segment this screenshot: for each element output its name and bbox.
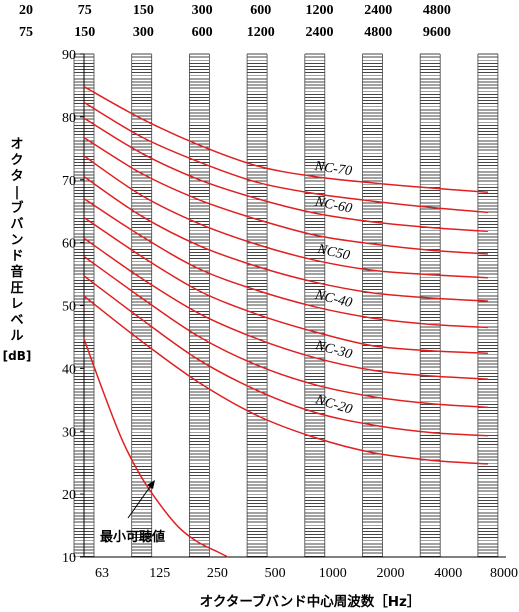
band-edge-top-label: 150 (133, 3, 154, 18)
band-edge-bottom-label: 150 (74, 25, 95, 40)
y-tick-label: 80 (62, 111, 76, 126)
y-axis-label-text: オクタ|ブバンド音圧レベル (10, 137, 23, 344)
band-edge-bottom-label: 4800 (364, 25, 392, 40)
band-column (188, 53, 210, 557)
threshold-curve-line (83, 338, 229, 558)
y-tick-labels: 10 20 30 40 50 60 70 80 90 (62, 48, 84, 566)
band-edge-top-label: 2400 (364, 3, 392, 18)
band-edge-row-bottom: 75 150 300 600 1200 2400 4800 9600 (19, 25, 451, 40)
x-axis-label: オクターブバンド中心周波数［Hz］ (200, 593, 421, 610)
band-edge-bottom-label: 2400 (306, 25, 334, 40)
band-columns (73, 53, 499, 557)
y-axis-unit: [dB] (3, 349, 32, 363)
x-tick-label: 125 (149, 566, 170, 581)
y-tick-label: 30 (62, 425, 76, 440)
band-edge-top-label: 300 (192, 3, 213, 18)
threshold-label: 最小可聴値 (100, 529, 165, 545)
nc-curve-label: NC-60 (313, 194, 354, 216)
y-axis-label: オクタ|ブバンド音圧レベル (10, 137, 23, 344)
y-tick-label: 70 (62, 174, 76, 189)
band-column (477, 53, 499, 557)
nc-curve-line (83, 155, 488, 279)
y-tick-label: 10 (62, 551, 76, 566)
threshold-pointer-line (127, 483, 153, 519)
x-tick-label: 500 (265, 566, 286, 581)
band-edge-top-label: 4800 (423, 3, 451, 18)
x-tick-label: 63 (95, 566, 109, 581)
x-tick-label: 1000 (319, 566, 347, 581)
x-tick-label: 4000 (434, 566, 462, 581)
nc-curve-label: NC50 (315, 242, 351, 264)
nc-curve-line (83, 295, 488, 465)
band-column (131, 53, 153, 557)
nc-curve-line (83, 255, 488, 409)
band-edge-bottom-label: 300 (133, 25, 154, 40)
band-edge-top-label: 75 (78, 3, 92, 18)
band-column (362, 53, 383, 557)
threshold-curve-group: 最小可聴値 (83, 338, 229, 558)
band-edge-top-label: 600 (250, 3, 271, 18)
band-edge-top-label: 20 (19, 3, 33, 18)
nc-curve-line (83, 136, 488, 255)
threshold-pointer-arrowhead (147, 480, 155, 489)
nc-curve-line (83, 237, 488, 380)
nc-curve-line (83, 86, 488, 194)
y-tick-label: 50 (62, 300, 76, 315)
band-edge-top-label: 1200 (306, 3, 334, 18)
y-tick-label: 40 (62, 362, 76, 377)
nc-curves (83, 86, 488, 465)
y-tick-label: 60 (62, 237, 76, 252)
nc-curve-line (83, 101, 488, 214)
band-edge-bottom-label: 1200 (247, 25, 275, 40)
band-edge-bottom-label: 9600 (423, 25, 451, 40)
nc-curve-line (83, 216, 488, 355)
band-edge-bottom-label: 75 (19, 25, 33, 40)
x-tick-label: 8000 (490, 566, 518, 581)
band-column (419, 53, 441, 557)
y-tick-label: 20 (62, 488, 76, 503)
band-column (246, 53, 268, 557)
y-tick-label: 90 (62, 48, 76, 63)
nc-curve-line (83, 175, 488, 302)
x-tick-labels: 63 125 250 500 1000 2000 4000 8000 (95, 566, 518, 581)
nc-curve-label: NC-70 (313, 159, 353, 179)
nc-curve-line (83, 275, 488, 437)
band-edge-bottom-label: 600 (192, 25, 213, 40)
x-tick-label: 250 (207, 566, 228, 581)
band-column (304, 53, 326, 557)
nc-curve-line (83, 117, 488, 233)
band-edge-row-top: 20 75 150 300 600 1200 2400 4800 (19, 3, 451, 18)
x-tick-label: 2000 (377, 566, 405, 581)
nc-curve-line (83, 197, 488, 329)
